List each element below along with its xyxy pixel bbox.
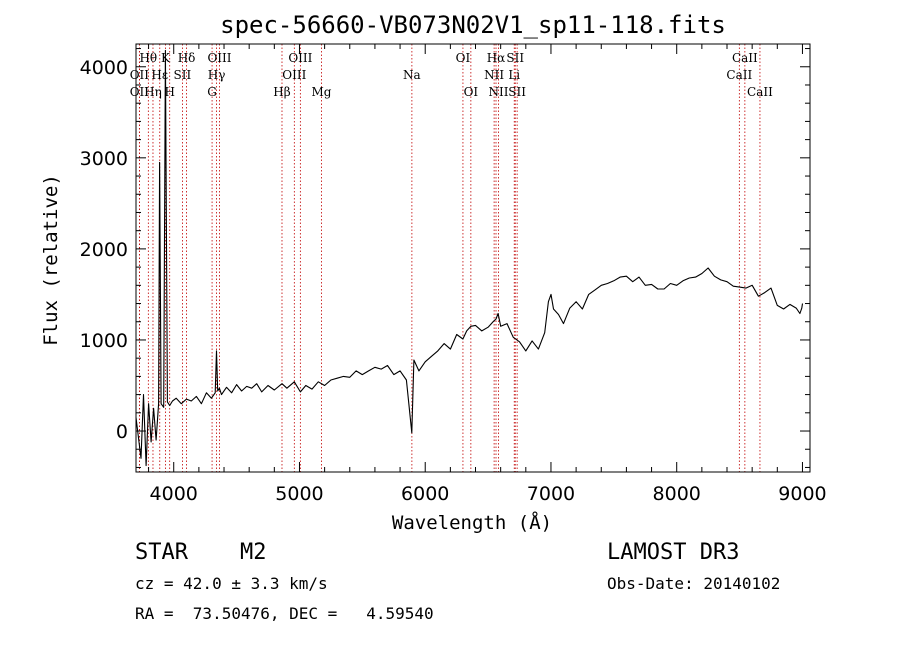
spectral-line-label: G bbox=[207, 85, 217, 99]
y-axis-tick-label: 4000 bbox=[80, 57, 128, 79]
spectral-line-label: OI bbox=[464, 85, 479, 99]
observation-date: Obs-Date: 20140102 bbox=[607, 574, 781, 593]
y-axis-label: Flux (relative) bbox=[40, 174, 62, 346]
x-axis-tick-label: 7000 bbox=[527, 483, 575, 505]
x-axis-tick-label: 6000 bbox=[401, 483, 449, 505]
spectral-line-label: Hε bbox=[151, 68, 168, 82]
plot-frame bbox=[135, 43, 811, 473]
spectral-line-label: SII bbox=[506, 51, 524, 65]
spectral-line-label: CaII bbox=[747, 85, 773, 99]
spectral-line-label: Na bbox=[403, 68, 421, 82]
redshift-readout: cz = 42.0 ± 3.3 km/s bbox=[135, 574, 328, 593]
spectral-line-label: Hδ bbox=[178, 51, 196, 65]
x-axis-label: Wavelength (Å) bbox=[392, 511, 552, 534]
spectral-line-label: NII bbox=[484, 68, 504, 82]
spectral-line-label: OII bbox=[130, 68, 150, 82]
spectral-line-label: Li bbox=[508, 68, 520, 82]
axis-tick-labels: 4000 5000 6000 7000 8000 9000 0 1000 2000 3000 400… bbox=[80, 57, 827, 505]
y-axis-tick-label: 0 bbox=[116, 421, 128, 443]
spectral-line-label: Hα bbox=[487, 51, 506, 65]
spectral-line-label: OII bbox=[130, 85, 150, 99]
coordinates-readout: RA = 73.50476, DEC = 4.59540 bbox=[135, 604, 434, 623]
chart-title: spec-56660-VB073N02V1_sp11-118.fits bbox=[220, 11, 726, 39]
x-axis-tick-label: 5000 bbox=[275, 483, 323, 505]
spectral-line-label: CaII bbox=[726, 68, 752, 82]
y-axis-tick-label: 1000 bbox=[80, 330, 128, 352]
axis-ticks bbox=[136, 44, 810, 472]
spectral-line-label: OI bbox=[456, 51, 471, 65]
spectral-line-label: Hβ bbox=[273, 85, 290, 99]
object-class: STAR bbox=[135, 540, 188, 565]
spectral-line-label: NII bbox=[489, 85, 509, 99]
spectral-line-label: Hη bbox=[144, 85, 162, 99]
spectral-line-label: OIII bbox=[207, 51, 231, 65]
spectrum-series-line bbox=[135, 49, 804, 467]
y-axis-tick-label: 2000 bbox=[80, 239, 128, 261]
y-axis-tick-label: 3000 bbox=[80, 148, 128, 170]
spectral-line-label: H bbox=[164, 85, 174, 99]
spectral-line-label: CaII bbox=[732, 51, 758, 65]
spectral-line-label: Hθ bbox=[139, 51, 157, 65]
survey-name: LAMOST DR3 bbox=[607, 540, 740, 565]
spectral-line-label: Mg bbox=[311, 85, 331, 99]
spectral-line-label: SII bbox=[174, 68, 192, 82]
x-axis-tick-label: 4000 bbox=[150, 483, 198, 505]
spectral-line-label: SII bbox=[508, 85, 526, 99]
spectral-line-label: OIII bbox=[288, 51, 312, 65]
x-axis-tick-label: 8000 bbox=[653, 483, 701, 505]
spectral-line-label: Hγ bbox=[208, 68, 226, 82]
spectral-line-label: OIII bbox=[282, 68, 306, 82]
spectral-line-markers bbox=[138, 44, 761, 472]
x-axis-tick-label: 9000 bbox=[778, 483, 826, 505]
object-subclass: M2 bbox=[240, 540, 267, 565]
